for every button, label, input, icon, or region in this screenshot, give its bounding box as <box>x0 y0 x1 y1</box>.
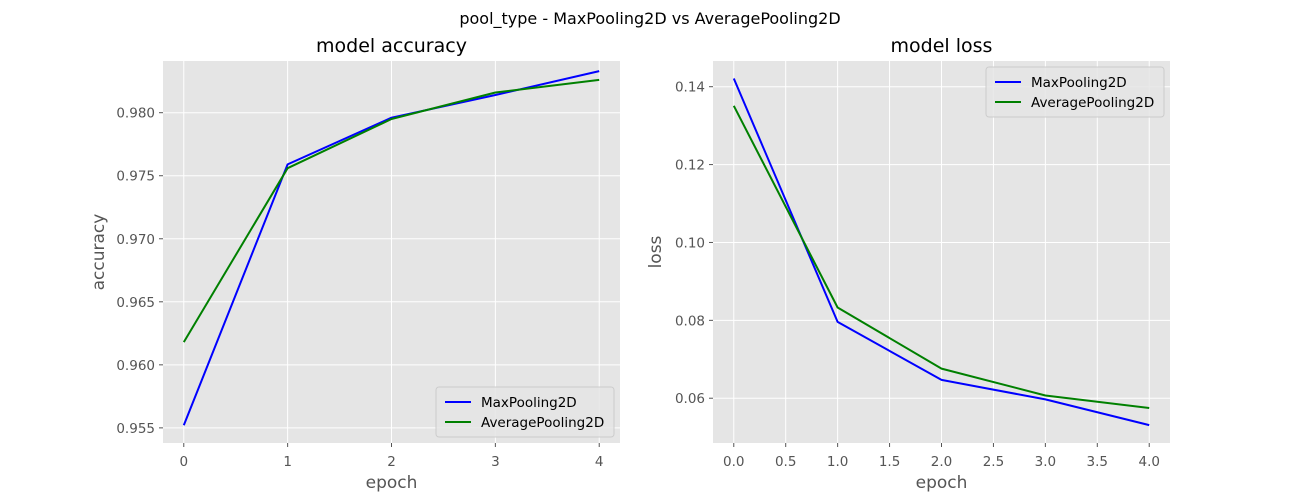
y-tick-label: 0.12 <box>675 158 705 174</box>
legend-label: AveragePooling2D <box>1031 95 1154 111</box>
legend-box <box>985 66 1165 118</box>
x-tick-label: 2.5 <box>983 454 1004 470</box>
x-tick-label: 0.0 <box>723 454 744 470</box>
legend-label: MaxPooling2D <box>481 395 577 411</box>
y-axis-label: loss <box>646 235 666 268</box>
y-tick-label: 0.955 <box>116 421 155 437</box>
x-tick-label: 1 <box>283 454 292 470</box>
x-tick-label: 1.5 <box>879 454 900 470</box>
x-tick-label: 0.5 <box>775 454 796 470</box>
series-line-MaxPooling2D <box>182 70 600 426</box>
x-tick-label: 1.0 <box>827 454 848 470</box>
x-tick-label: 0 <box>179 454 188 470</box>
chart-panel-1: 0 1 2 3 4 0.955 0.960 0.965 0.970 0.975 0.980 model… <box>89 35 620 493</box>
x-tick-label: 3 <box>491 454 500 470</box>
y-tick-label: 0.08 <box>675 313 705 329</box>
y-tick-label: 0.960 <box>116 358 155 374</box>
x-tick-label: 4.0 <box>1138 454 1159 470</box>
x-axis-label: epoch <box>366 473 418 493</box>
chart-panel-2: 0.0 0.5 1.0 1.5 2.0 2.5 3.0 3.5 4.0 0.06 0.08 0.10 0… <box>646 35 1170 493</box>
x-tick-label: 4 <box>595 454 604 470</box>
series-line-AveragePooling2D <box>182 78 600 343</box>
chart-title: model loss <box>891 35 993 57</box>
y-tick-label: 0.980 <box>116 106 155 122</box>
y-tick-label: 0.970 <box>116 232 155 248</box>
y-tick-label: 0.10 <box>675 235 705 251</box>
x-tick-label: 3.0 <box>1035 454 1056 470</box>
y-tick-label: 0.975 <box>116 169 155 185</box>
legend: MaxPooling2D AveragePooling2D <box>985 66 1165 118</box>
chart-title: model accuracy <box>316 35 467 57</box>
legend-label: MaxPooling2D <box>1031 75 1127 91</box>
series-line-AveragePooling2D <box>732 105 1150 409</box>
x-tick-label: 2.0 <box>931 454 952 470</box>
y-axis-label: accuracy <box>89 214 109 291</box>
y-tick-label: 0.965 <box>116 295 155 311</box>
figure-title: pool_type - MaxPooling2D vs AveragePooli… <box>459 9 840 29</box>
x-tick-label: 3.5 <box>1087 454 1108 470</box>
y-tick-label: 0.14 <box>675 80 705 96</box>
x-axis-label: epoch <box>916 473 968 493</box>
legend: MaxPooling2D AveragePooling2D <box>435 386 615 438</box>
legend-box <box>435 386 615 438</box>
x-tick-label: 2 <box>387 454 396 470</box>
y-tick-label: 0.06 <box>675 391 705 407</box>
legend-label: AveragePooling2D <box>481 415 604 431</box>
